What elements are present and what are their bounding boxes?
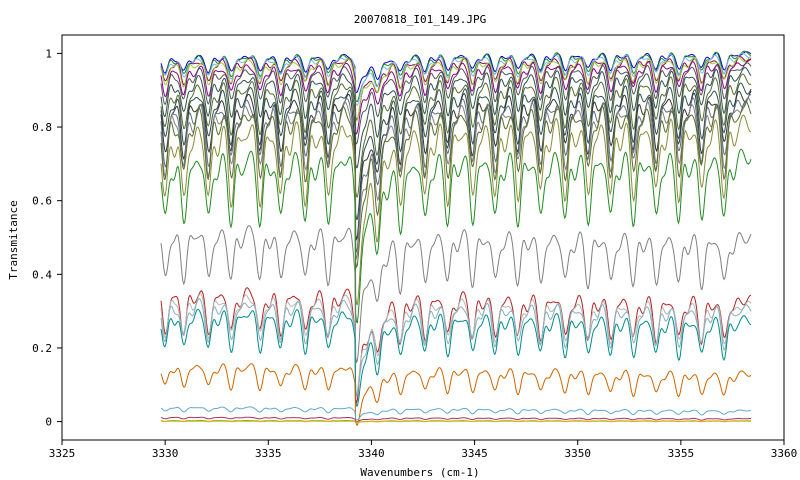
x-tick-label: 3345 xyxy=(461,447,488,460)
series-line xyxy=(160,73,752,198)
series-line xyxy=(160,90,752,241)
y-tick-label: 0.8 xyxy=(32,121,52,134)
series-line xyxy=(160,293,752,396)
series-line xyxy=(160,416,751,423)
y-tick-label: 0.4 xyxy=(32,268,52,281)
y-tick-label: 1 xyxy=(45,47,52,60)
x-axis: 3325 3330 3335 3340 3345 3350 3355 3360 xyxy=(49,440,798,460)
series-layer xyxy=(160,50,752,426)
x-axis-label: Wavenumbers (cm-1) xyxy=(360,466,479,479)
y-axis: 0 0.2 0.4 0.6 0.8 1 xyxy=(32,47,62,429)
series-line xyxy=(160,114,752,306)
series-line xyxy=(160,82,752,220)
x-tick-label: 3360 xyxy=(771,447,798,460)
series-line xyxy=(160,298,752,397)
series-line xyxy=(160,100,752,269)
series-line xyxy=(161,420,751,423)
y-tick-label: 0 xyxy=(45,416,52,429)
plot-frame xyxy=(61,34,785,441)
series-line xyxy=(160,287,752,404)
x-tick-label: 3340 xyxy=(358,447,385,460)
series-line xyxy=(160,62,752,145)
chart-title: 20070818_I01_149.JPG xyxy=(354,13,486,26)
series-line xyxy=(160,52,752,106)
x-tick-label: 3350 xyxy=(564,447,591,460)
y-tick-label: 0.6 xyxy=(32,195,52,208)
series-line xyxy=(160,363,752,426)
x-tick-label: 3325 xyxy=(49,447,76,460)
series-line xyxy=(160,66,752,169)
series-line xyxy=(160,97,752,260)
series-line xyxy=(160,406,752,421)
y-tick-label: 0.2 xyxy=(32,342,52,355)
series-line xyxy=(160,56,752,123)
x-tick-label: 3330 xyxy=(152,447,179,460)
series-line xyxy=(160,308,752,407)
series-line xyxy=(160,225,752,364)
series-line xyxy=(160,59,752,135)
y-axis-label: Transmitance xyxy=(7,200,20,279)
series-line xyxy=(160,148,752,324)
x-tick-label: 3355 xyxy=(668,447,695,460)
x-tick-label: 3335 xyxy=(255,447,282,460)
